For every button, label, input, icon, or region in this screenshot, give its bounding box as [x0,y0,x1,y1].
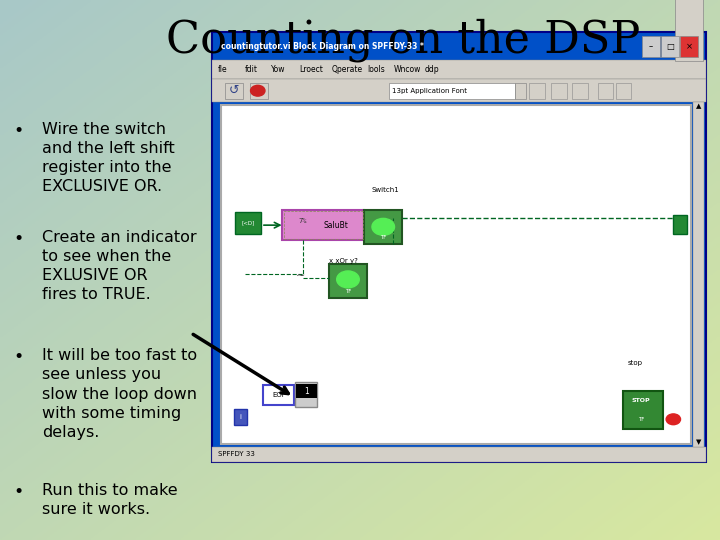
Bar [284,211,363,239]
Bar [282,210,364,240]
Text: SPFFDY 33: SPFFDY 33 [218,451,255,457]
Circle shape [337,271,359,288]
Text: TF: TF [345,289,351,294]
Bar [296,384,317,399]
Bar [623,392,663,429]
Bar [616,83,631,99]
Circle shape [251,85,265,96]
Text: i: i [240,414,242,420]
Text: ↺: ↺ [229,84,239,97]
Text: fdit: fdit [245,65,258,75]
Bar [572,83,588,99]
Bar [364,210,402,244]
FancyBboxPatch shape [212,32,706,462]
Bar [598,83,613,99]
Bar [515,83,526,99]
Text: 13pt Application Font: 13pt Application Font [392,87,467,94]
Bar [389,83,515,99]
Text: fle: fle [218,65,228,75]
Text: ×: × [686,42,693,51]
Text: Yow: Yow [271,65,286,75]
Bar [673,215,688,234]
Text: –: – [649,42,652,51]
Bar [551,83,567,99]
Bar [212,60,706,79]
Bar [234,409,248,425]
Bar [221,105,691,444]
Bar [295,382,318,407]
Text: SaluBt: SaluBt [323,221,348,230]
Bar [693,102,704,447]
Bar [212,447,706,462]
Bar [680,36,698,57]
Bar [225,83,243,99]
Text: ▲: ▲ [696,103,701,110]
Bar [529,83,545,99]
Circle shape [666,414,680,424]
Text: □: □ [666,42,674,51]
Text: 7%: 7% [299,218,307,224]
Text: countingtutor.vi Block Diagram on SPFFDY-33 *: countingtutor.vi Block Diagram on SPFFDY… [221,42,424,51]
Text: •: • [13,348,23,366]
Text: •: • [13,122,23,139]
Text: Qperate: Qperate [331,65,362,75]
Bar [661,36,679,57]
Text: EOI: EOI [273,392,284,397]
Text: Switch1: Switch1 [372,187,400,193]
Text: TF: TF [380,235,387,240]
Text: TF: TF [638,417,644,422]
Bar [235,212,261,234]
Text: Create an indicator
to see when the
EXLUSIVE OR
fires to TRUE.: Create an indicator to see when the EXLU… [42,230,197,302]
Text: •: • [13,483,23,501]
Text: Counting on the DSP: Counting on the DSP [166,19,640,62]
Bar [250,83,268,99]
Text: •: • [13,230,23,247]
Text: stop: stop [627,360,642,366]
Text: ∼: ∼ [296,271,306,281]
Bar [264,384,294,405]
Text: Wire the switch
and the left shift
register into the
EXCLUSIVE OR.: Wire the switch and the left shift regis… [42,122,174,194]
Bar [675,0,703,61]
Text: ddp: ddp [425,65,439,75]
Bar [329,264,366,298]
Text: Run this to make
sure it works.: Run this to make sure it works. [42,483,177,517]
Text: STOP: STOP [631,398,650,403]
Bar [212,79,706,102]
Text: ▼: ▼ [696,439,701,446]
Text: Wncow: Wncow [394,65,421,75]
Text: 1: 1 [304,387,308,396]
Text: It will be too fast to
see unless you
slow the loop down
with some timing
delays: It will be too fast to see unless you sl… [42,348,197,440]
Bar [642,36,660,57]
Text: [<D]: [<D] [241,220,254,225]
Text: Lroect: Lroect [299,65,323,75]
Text: lools: lools [367,65,385,75]
Circle shape [372,218,395,235]
Text: x xOr y?: x xOr y? [329,258,358,264]
